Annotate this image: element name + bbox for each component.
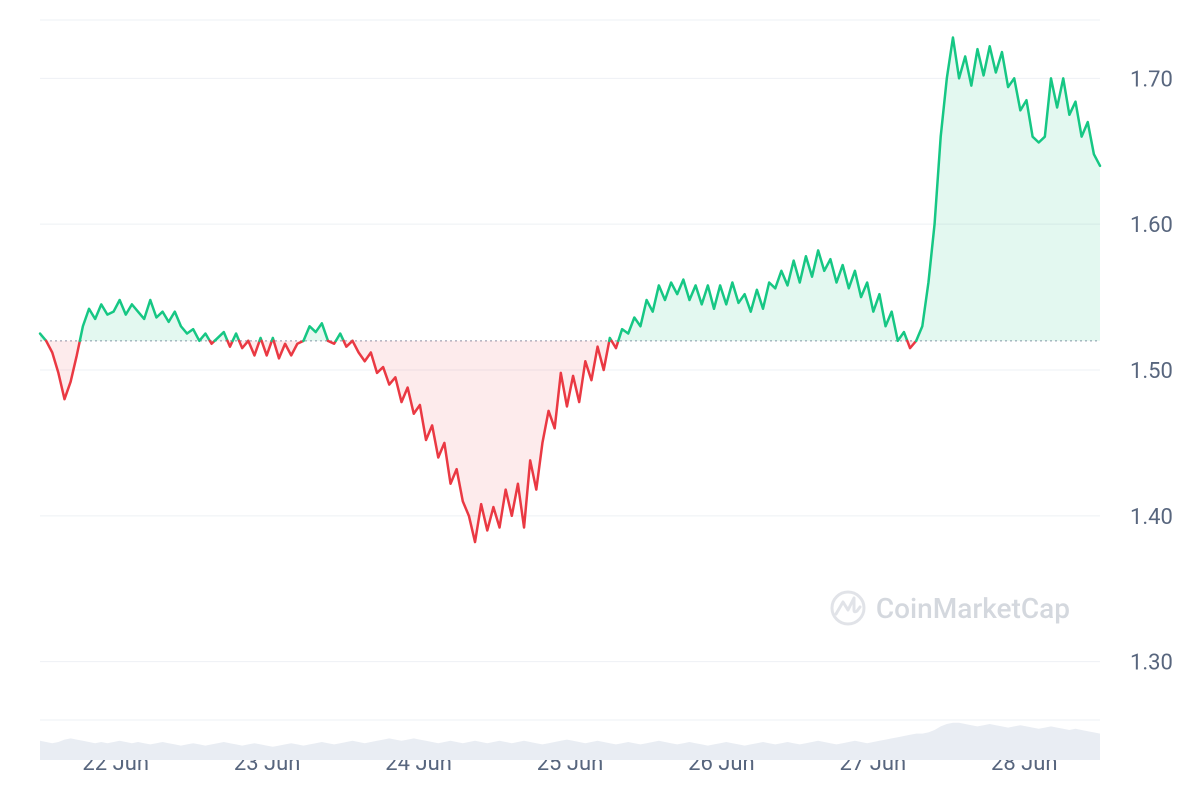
svg-text:1.30: 1.30 <box>1130 651 1173 676</box>
svg-text:1.40: 1.40 <box>1130 505 1173 530</box>
svg-text:1.60: 1.60 <box>1130 213 1173 238</box>
price-chart: 1.301.401.501.601.7022 Jun23 Jun24 Jun25… <box>0 0 1200 800</box>
svg-text:1.70: 1.70 <box>1130 67 1173 92</box>
svg-text:1.50: 1.50 <box>1130 359 1173 384</box>
price-chart-container: 1.301.401.501.601.7022 Jun23 Jun24 Jun25… <box>0 0 1200 800</box>
